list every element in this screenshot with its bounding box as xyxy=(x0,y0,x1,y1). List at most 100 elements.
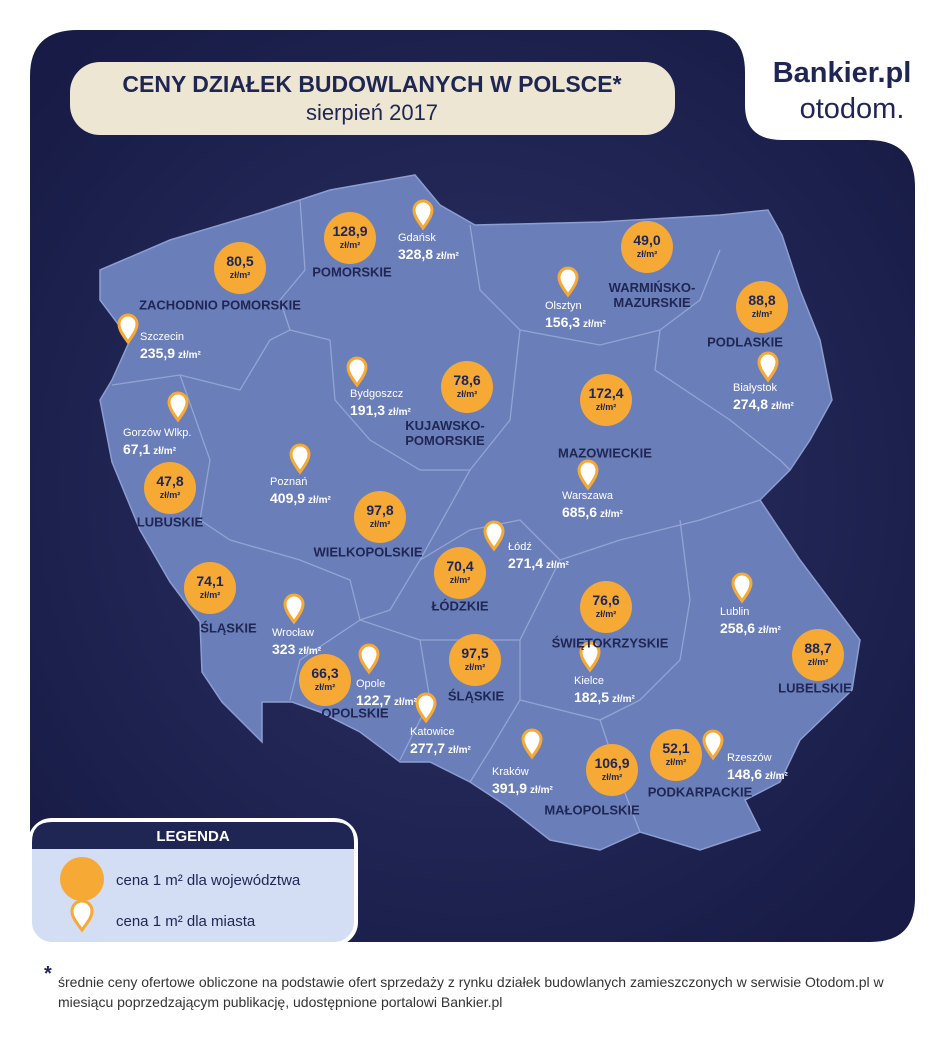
city-price: 685,6 xyxy=(562,504,598,520)
bubble-label: 88,7 zł/m² xyxy=(804,641,831,669)
bubble-label: 172,4 zł/m² xyxy=(588,386,623,414)
city-pin xyxy=(521,728,543,760)
price-unit: zł/m² xyxy=(612,694,635,705)
price-unit: zł/m² xyxy=(665,757,687,767)
city-name: Gdańsk xyxy=(398,232,436,244)
voivodeship-name: MAŁOPOLSKIE xyxy=(544,802,640,818)
voivodeship-price: 76,6 xyxy=(592,592,620,608)
price-unit: zł/m² xyxy=(394,697,417,708)
city-pin xyxy=(117,313,139,345)
city-price-line: 685,6 zł/m² xyxy=(562,504,623,523)
voivodeship-price: 49,0 xyxy=(633,232,661,248)
price-unit: zł/m² xyxy=(530,785,553,796)
title: CENY DZIAŁEK BUDOWLANYCH W POLSCE* xyxy=(122,71,621,97)
price-unit: zł/m² xyxy=(600,509,623,520)
city-pin xyxy=(757,351,779,383)
city-price-line: 277,7 zł/m² xyxy=(410,740,471,759)
city-price: 182,5 xyxy=(574,689,610,705)
bubble-label: 78,6 zł/m² xyxy=(453,373,480,401)
price-unit: zł/m² xyxy=(595,609,617,619)
city-price-line: 182,5 zł/m² xyxy=(574,689,635,708)
price-unit: zł/m² xyxy=(298,646,322,657)
voivodeship-bubble xyxy=(214,242,266,294)
city-price-line: 409,9 zł/m² xyxy=(270,490,331,509)
city-price-line: 235,9 zł/m² xyxy=(140,345,201,364)
voivodeship-name: PODKARPACKIE xyxy=(647,784,753,800)
voivodeship-bubble xyxy=(144,462,196,514)
city-name: Łódź xyxy=(508,541,532,553)
price-unit: zł/m² xyxy=(807,657,829,667)
price-unit: zł/m² xyxy=(339,240,361,250)
voivodeship-bubble xyxy=(586,744,638,796)
legend-item: cena 1 m² dla miasta xyxy=(116,913,256,930)
subtitle: sierpień 2017 xyxy=(306,100,438,125)
city-pin xyxy=(483,520,505,552)
city-label: Wrocław 323 zł/m² xyxy=(272,625,321,660)
city-price-line: 67,1 zł/m² xyxy=(123,441,191,460)
price-unit: zł/m² xyxy=(456,389,478,399)
city-pin xyxy=(731,572,753,604)
city-name: Rzeszów xyxy=(727,752,772,764)
voivodeship-name: LUBUSKIE xyxy=(136,514,204,530)
voivodeship-bubble xyxy=(580,581,632,633)
city-price-line: 122,7 zł/m² xyxy=(356,692,417,711)
voivodeship-name: ŚLĄSKIE xyxy=(447,688,505,704)
city-price-line: 148,6 zł/m² xyxy=(727,766,788,785)
footnote: * średnie ceny ofertowe obliczone na pods… xyxy=(44,964,918,1012)
voivodeship-bubble xyxy=(792,629,844,681)
voivodeship-price: 52,1 xyxy=(662,740,690,756)
price-unit: zł/m² xyxy=(314,682,336,692)
poland-map xyxy=(99,174,861,851)
city-label: Łódź 271,4 zł/m² xyxy=(508,539,569,574)
price-unit: zł/m² xyxy=(771,401,794,412)
voivodeship-bubble xyxy=(621,221,673,273)
price-unit: zł/m² xyxy=(436,251,459,262)
price-unit: zł/m² xyxy=(546,560,569,571)
price-unit: zł/m² xyxy=(758,625,781,636)
city-label: Katowice 277,7 zł/m² xyxy=(410,724,471,759)
city-label: Olsztyn 156,3 zł/m² xyxy=(545,298,606,333)
voivodeship-price: 47,8 xyxy=(156,473,184,489)
city-label: Rzeszów 148,6 zł/m² xyxy=(727,750,788,785)
city-price: 274,8 xyxy=(733,396,769,412)
city-label: Szczecin 235,9 zł/m² xyxy=(140,329,201,364)
footnote-text: średnie ceny ofertowe obliczone na podst… xyxy=(58,974,884,1010)
voivodeship-bubble xyxy=(441,361,493,413)
city-label: Gdańsk 328,8 zł/m² xyxy=(398,230,459,265)
voivodeship-name: LUBELSKIE xyxy=(778,680,852,696)
bubble-label: 106,9 zł/m² xyxy=(594,756,629,784)
city-label: Gorzów Wlkp. 67,1 zł/m² xyxy=(123,425,191,460)
city-price-line: 258,6 zł/m² xyxy=(720,620,781,639)
price-unit: zł/m² xyxy=(636,249,658,259)
city-price-line: 274,8 zł/m² xyxy=(733,396,794,415)
city-label: Bydgoszcz 191,3 zł/m² xyxy=(350,386,411,421)
bubble-label: 52,1 zł/m² xyxy=(662,741,689,769)
voivodeship-bubble xyxy=(184,562,236,614)
legend-bubble-icon xyxy=(60,857,104,901)
city-label: Kielce 182,5 zł/m² xyxy=(574,673,635,708)
voivodeship-bubble xyxy=(434,547,486,599)
price-unit: zł/m² xyxy=(153,446,177,457)
logo-otodom: otodom. xyxy=(800,93,905,125)
voivodeship-bubble xyxy=(354,491,406,543)
bubble-label: 97,8 zł/m² xyxy=(366,503,393,531)
city-pin xyxy=(412,199,434,231)
title-box xyxy=(70,62,675,135)
bubble-label: 49,0 zł/m² xyxy=(633,233,660,261)
voivodeship-price: 97,5 xyxy=(461,645,489,661)
city-price: 67,1 xyxy=(123,441,151,457)
bubble-label: 80,5 zł/m² xyxy=(226,254,253,282)
voivodeship-bubble xyxy=(580,374,632,426)
city-pin xyxy=(577,459,599,491)
city-name: Wrocław xyxy=(272,627,314,639)
price-unit: zł/m² xyxy=(765,771,788,782)
city-name: Szczecin xyxy=(140,331,185,343)
voivodeship-name: WIELKOPOLSKIE xyxy=(313,544,423,560)
city-price-line: 191,3 zł/m² xyxy=(350,402,411,421)
bubble-label: 76,6 zł/m² xyxy=(592,593,619,621)
region-borders xyxy=(111,199,791,833)
city-price: 148,6 xyxy=(727,766,763,782)
city-pin xyxy=(346,356,368,388)
